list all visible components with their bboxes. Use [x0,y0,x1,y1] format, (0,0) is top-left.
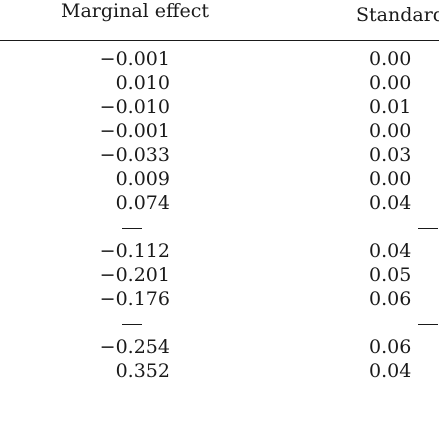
marginal-effect-cell: −0.112 [99,240,170,262]
marginal-effect-cell: −0.254 [99,336,170,358]
header-standard-error: Standard [356,4,439,26]
dash-mark [122,324,142,325]
standard-error-cell: 0.05 [369,264,412,286]
marginal-effect-cell: −0.010 [99,96,170,118]
standard-error-cell: 0.00 [369,72,412,94]
standard-error-cell: 0.01 [369,96,412,118]
marginal-effect-cell: −0.001 [99,48,170,70]
header-rule [0,40,439,41]
standard-error-cell: 0.00 [369,120,412,142]
standard-error-cell: 0.04 [369,192,412,214]
marginal-effect-column: −0.001 0.010 −0.010 −0.001 −0.033 0.009 … [60,47,170,383]
reference-category-dash [60,215,170,239]
standard-error-cell: 0.00 [369,48,412,70]
reference-category-dash [352,215,439,239]
marginal-effect-cell: −0.201 [99,264,170,286]
standard-error-cell: 0.04 [369,240,412,262]
header-marginal-effect: Marginal effect [61,0,210,22]
dash-mark [418,324,438,325]
standard-error-cell: 0.00 [369,168,412,190]
reference-category-dash [60,311,170,335]
marginal-effect-cell: 0.010 [115,72,170,94]
marginal-effect-cell: −0.001 [99,120,170,142]
standard-error-cell: 0.06 [369,336,412,358]
marginal-effect-cell: 0.009 [115,168,170,190]
marginal-effect-cell: −0.033 [99,144,170,166]
standard-error-column: 0.00 0.00 0.01 0.00 0.03 0.00 0.04 0.04 … [352,47,439,383]
standard-error-cell: 0.03 [369,144,412,166]
dash-mark [418,228,438,229]
marginal-effect-cell: 0.074 [115,192,170,214]
dash-mark [122,228,142,229]
marginal-effect-cell: −0.176 [99,288,170,310]
marginal-effect-cell: 0.352 [115,360,170,382]
standard-error-cell: 0.04 [369,360,412,382]
standard-error-cell: 0.06 [369,288,412,310]
reference-category-dash [352,311,439,335]
